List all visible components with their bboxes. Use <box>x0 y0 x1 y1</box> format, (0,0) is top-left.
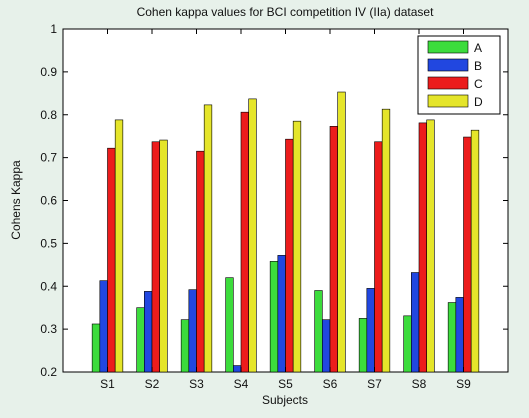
x-tick-label: S3 <box>189 377 204 391</box>
bar-B-S7 <box>366 288 375 373</box>
bar-C-S6 <box>329 126 338 373</box>
bar-A-S6 <box>314 290 323 373</box>
bar-A-S5 <box>269 261 279 373</box>
bar-A-S9 <box>447 302 457 373</box>
bars-group <box>91 91 480 373</box>
bar-B-S6 <box>322 319 331 373</box>
y-tick-label: 0.6 <box>40 194 57 208</box>
legend-swatch-A <box>427 40 469 54</box>
bar-C-S5 <box>285 138 294 373</box>
y-tick-label: 0.4 <box>40 279 57 293</box>
y-tick-label: 0.7 <box>40 151 57 165</box>
bar-C-S3 <box>196 150 205 373</box>
bar-D-S7 <box>381 108 391 373</box>
bar-A-S4 <box>225 277 234 373</box>
bar-C-S9 <box>463 136 472 373</box>
x-tick-label: S7 <box>367 377 382 391</box>
legend-swatch-D <box>427 94 469 108</box>
y-tick-label: 0.5 <box>40 236 57 250</box>
bar-A-S3 <box>180 319 190 373</box>
bar-B-S5 <box>277 255 286 373</box>
legend-swatch-B <box>427 58 469 72</box>
x-tick-label: S4 <box>234 377 249 391</box>
bar-D-S8 <box>426 119 435 373</box>
bar-D-S2 <box>159 139 168 373</box>
y-tick-label: 1 <box>50 22 57 36</box>
bar-C-S7 <box>374 141 383 373</box>
legend-label-A: A <box>474 41 482 55</box>
legend-label-B: B <box>474 59 482 73</box>
y-axis-label: Cohens Kappa <box>9 160 23 240</box>
x-tick-label: S5 <box>278 377 293 391</box>
bar-C-S8 <box>418 122 427 373</box>
y-axis: 0.2 0.3 0.4 0.5 0.6 0.7 0.8 0.9 1 <box>40 22 508 379</box>
bar-C-S2 <box>151 141 160 373</box>
chart-title: Cohen kappa values for BCI competition I… <box>137 5 434 19</box>
bar-A-S2 <box>136 307 145 373</box>
bar-B-S3 <box>188 289 197 373</box>
x-tick-label: S6 <box>323 377 338 391</box>
legend-swatch-C <box>427 76 469 90</box>
y-tick-label: 0.2 <box>40 365 57 379</box>
y-tick-label: 0.9 <box>40 65 57 79</box>
bar-A-S8 <box>403 315 412 373</box>
bar-D-S1 <box>114 119 124 373</box>
bar-D-S3 <box>203 104 213 373</box>
bar-A-S1 <box>91 323 101 373</box>
x-tick-label: S8 <box>412 377 427 391</box>
bar-B-S1 <box>99 280 108 373</box>
bar-C-S1 <box>107 147 116 373</box>
bar-D-S6 <box>337 91 346 373</box>
x-tick-label: S2 <box>145 377 160 391</box>
y-tick-label: 0.8 <box>40 108 57 122</box>
bar-D-S4 <box>248 98 257 373</box>
bar-B-S4 <box>233 365 242 373</box>
x-axis-label: Subjects <box>262 393 308 407</box>
legend-label-D: D <box>474 95 483 109</box>
bar-D-S5 <box>292 120 302 373</box>
x-tick-label: S9 <box>456 377 471 391</box>
bar-D-S9 <box>470 129 480 373</box>
x-tick-label: S1 <box>100 377 115 391</box>
bar-A-S7 <box>358 318 368 373</box>
bar-B-S9 <box>455 297 464 373</box>
y-tick-label: 0.3 <box>40 322 57 336</box>
bar-B-S8 <box>411 272 420 373</box>
bar-B-S2 <box>144 291 153 373</box>
legend-label-C: C <box>474 77 483 91</box>
bar-C-S4 <box>240 111 249 373</box>
x-axis: S1 S2 S3 S4 S5 S6 S7 S8 S9 <box>100 29 471 391</box>
